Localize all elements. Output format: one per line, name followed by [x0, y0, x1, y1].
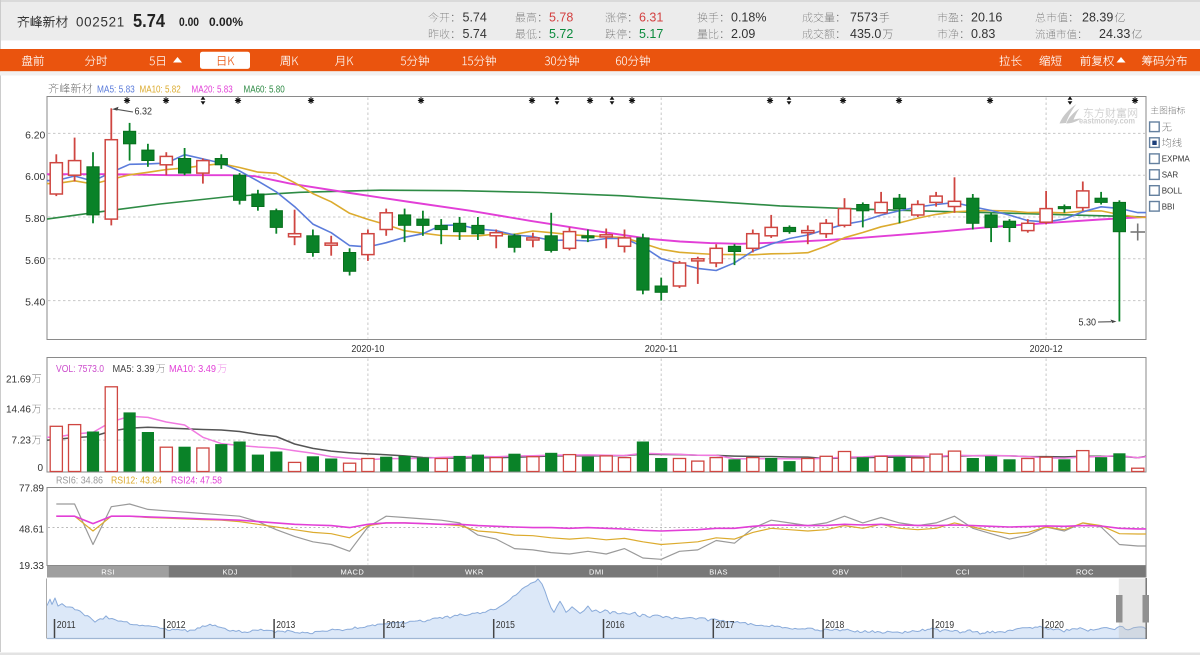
svg-text:2011: 2011	[57, 620, 76, 631]
svg-text:2014: 2014	[386, 620, 405, 631]
svg-text:2015: 2015	[496, 620, 515, 631]
svg-text:2018: 2018	[825, 620, 844, 631]
svg-text:5.60: 5.60	[25, 256, 45, 267]
svg-text:0.00%: 0.00%	[209, 17, 243, 29]
svg-text:2.09: 2.09	[731, 27, 755, 41]
svg-text:RSI: RSI	[101, 568, 115, 577]
svg-text:6.00: 6.00	[25, 172, 45, 183]
svg-text:DMI: DMI	[589, 568, 604, 577]
svg-text:MA5: 3.39: MA5: 3.39	[113, 364, 155, 375]
svg-text:5.17: 5.17	[639, 27, 663, 41]
svg-text:7.23: 7.23	[12, 436, 32, 447]
svg-text:20.16: 20.16	[971, 11, 1002, 25]
svg-text:6.20: 6.20	[25, 130, 45, 141]
svg-text:0.83: 0.83	[971, 27, 995, 41]
svg-text:24.33: 24.33	[1099, 27, 1130, 41]
svg-text:19.33: 19.33	[19, 561, 44, 572]
svg-text:BIAS: BIAS	[709, 568, 728, 577]
svg-text:MA10: 3.49: MA10: 3.49	[169, 364, 216, 375]
svg-text:2013: 2013	[276, 620, 295, 631]
svg-text:5.80: 5.80	[25, 214, 45, 225]
svg-text:002521: 002521	[76, 15, 125, 30]
svg-text:VOL: 7573.0: VOL: 7573.0	[56, 364, 104, 375]
svg-text:2020-10: 2020-10	[351, 344, 384, 355]
svg-text:2016: 2016	[606, 620, 625, 631]
svg-text:0: 0	[37, 463, 43, 474]
svg-text:2012: 2012	[167, 620, 186, 631]
svg-text:EXPMA: EXPMA	[1162, 155, 1191, 164]
svg-text:RSI24: 47.58: RSI24: 47.58	[171, 476, 222, 487]
svg-text:BBI: BBI	[1162, 202, 1175, 211]
svg-text:7573: 7573	[850, 11, 878, 25]
svg-text:WKR: WKR	[465, 568, 484, 577]
svg-text:5.74: 5.74	[463, 27, 487, 41]
svg-text:0.18%: 0.18%	[731, 11, 766, 25]
svg-text:6.31: 6.31	[639, 11, 663, 25]
svg-text:5.72: 5.72	[549, 27, 573, 41]
svg-text:48.61: 48.61	[19, 524, 44, 535]
svg-text:2020: 2020	[1045, 620, 1064, 631]
svg-text:MA5: 5.83: MA5: 5.83	[97, 85, 135, 96]
svg-text:2020-12: 2020-12	[1030, 344, 1063, 355]
svg-text:BOLL: BOLL	[1162, 187, 1183, 196]
svg-text:77.89: 77.89	[19, 484, 44, 495]
svg-text:SAR: SAR	[1162, 171, 1179, 180]
svg-text:14.46: 14.46	[6, 405, 31, 416]
svg-text:0.00: 0.00	[179, 17, 199, 29]
svg-text:5.40: 5.40	[25, 298, 45, 309]
svg-text:RSI6: 34.86: RSI6: 34.86	[56, 476, 103, 487]
svg-text:5.30: 5.30	[1079, 318, 1097, 329]
svg-text:2019: 2019	[935, 620, 954, 631]
svg-text:eastmoney.com: eastmoney.com	[1079, 117, 1135, 126]
svg-text:OBV: OBV	[832, 568, 849, 577]
svg-text:MA60: 5.80: MA60: 5.80	[244, 85, 286, 96]
svg-text:RSI12: 43.84: RSI12: 43.84	[111, 476, 162, 487]
svg-text:2020-11: 2020-11	[645, 344, 678, 355]
svg-text:5.74: 5.74	[463, 11, 487, 25]
svg-text:MACD: MACD	[340, 568, 364, 577]
svg-text:5.74: 5.74	[133, 11, 165, 31]
svg-text:ROC: ROC	[1076, 568, 1094, 577]
svg-text:435.0: 435.0	[850, 27, 881, 41]
svg-text:28.39: 28.39	[1082, 11, 1113, 25]
svg-text:21.69: 21.69	[6, 374, 31, 385]
svg-text:MA10: 5.82: MA10: 5.82	[140, 85, 181, 96]
svg-text:5.78: 5.78	[549, 11, 573, 25]
svg-text:MA20: 5.83: MA20: 5.83	[192, 85, 234, 96]
svg-text:6.32: 6.32	[135, 107, 153, 118]
svg-text:KDJ: KDJ	[223, 568, 238, 577]
svg-text:2017: 2017	[716, 620, 735, 631]
svg-text:CCI: CCI	[956, 568, 970, 577]
